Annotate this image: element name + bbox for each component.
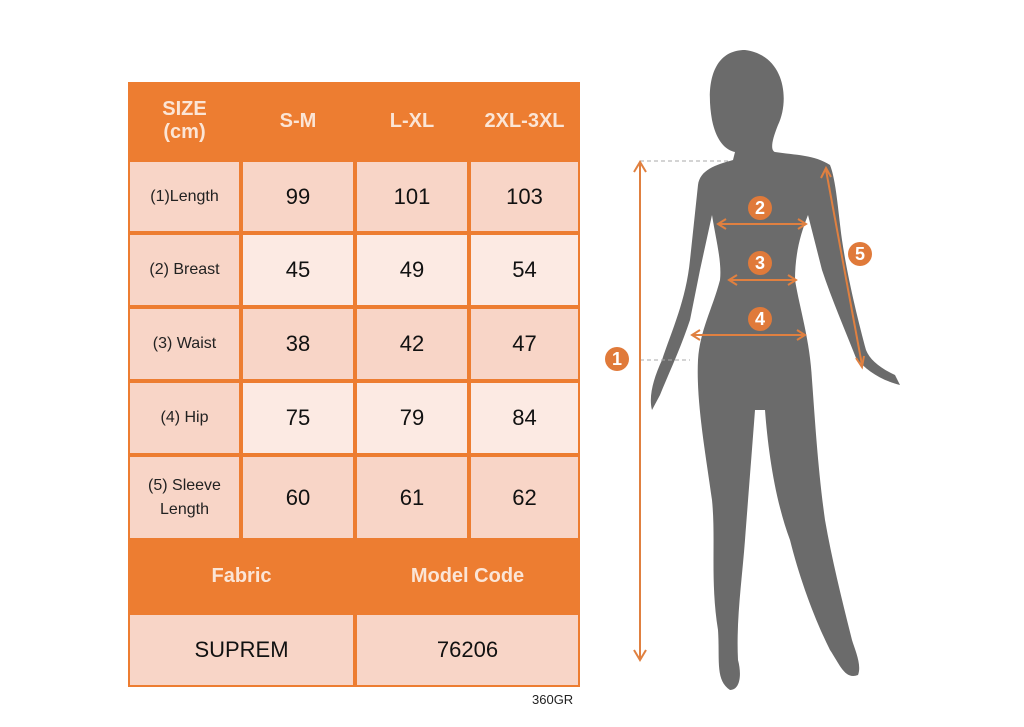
size-value: 103: [471, 162, 578, 231]
size-value: 60: [243, 457, 353, 538]
svg-text:5: 5: [855, 244, 865, 264]
size-value: 42: [357, 309, 467, 379]
body-silhouette-figure: 1 2 3 4 5: [605, 50, 900, 690]
marker-3: 3: [748, 251, 772, 275]
size-value: 99: [243, 162, 353, 231]
header-cell: L-XL: [389, 109, 435, 132]
model-code-header: Model Code: [410, 565, 525, 587]
row-label: (1)Length: [130, 162, 239, 231]
product-code-label: 360GR: [532, 692, 574, 707]
svg-text:1: 1: [612, 349, 622, 369]
svg-text:4: 4: [755, 309, 765, 329]
size-value: 54: [471, 235, 578, 305]
svg-text:2: 2: [755, 198, 765, 218]
size-value: 84: [471, 383, 578, 453]
silhouette-icon: [650, 50, 900, 690]
row-label: (2) Breast: [130, 235, 239, 305]
header-cell: 2XL-3XL: [484, 109, 565, 132]
svg-text:3: 3: [755, 253, 765, 273]
size-value: 101: [357, 162, 467, 231]
size-value: 45: [243, 235, 353, 305]
marker-5: 5: [848, 242, 872, 266]
size-value: 62: [471, 457, 578, 538]
size-value: 38: [243, 309, 353, 379]
row-label: (3) Waist: [130, 309, 239, 379]
size-value: 49: [357, 235, 467, 305]
size-value: 47: [471, 309, 578, 379]
measure-arrows: [633, 160, 865, 662]
marker-1: 1: [605, 347, 629, 371]
guide-lines: [640, 160, 730, 361]
size-value: 79: [357, 383, 467, 453]
header-cell: SIZE (cm): [162, 98, 207, 143]
size-value: 75: [243, 383, 353, 453]
fabric-value: SUPREM: [130, 615, 353, 685]
model-code-value: 76206: [357, 615, 578, 685]
size-chart-table: SIZE (cm) S-M L-XL 2XL-3XL (1)Length 99 101 103…: [128, 82, 580, 687]
marker-4: 4: [748, 307, 772, 331]
row-label: (5) Sleeve Length: [130, 457, 239, 538]
size-value: 61: [357, 457, 467, 538]
marker-2: 2: [748, 196, 772, 220]
fabric-header: Fabric: [211, 565, 272, 587]
header-cell: S-M: [279, 109, 317, 132]
row-label: (4) Hip: [130, 383, 239, 453]
